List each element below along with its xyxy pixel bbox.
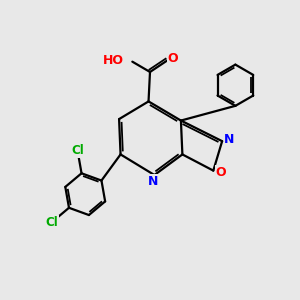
Text: N: N xyxy=(148,175,158,188)
Text: O: O xyxy=(168,52,178,65)
Text: O: O xyxy=(215,166,226,178)
Text: Cl: Cl xyxy=(71,145,84,158)
Text: N: N xyxy=(224,133,235,146)
Text: Cl: Cl xyxy=(45,216,58,229)
Text: HO: HO xyxy=(103,54,124,67)
